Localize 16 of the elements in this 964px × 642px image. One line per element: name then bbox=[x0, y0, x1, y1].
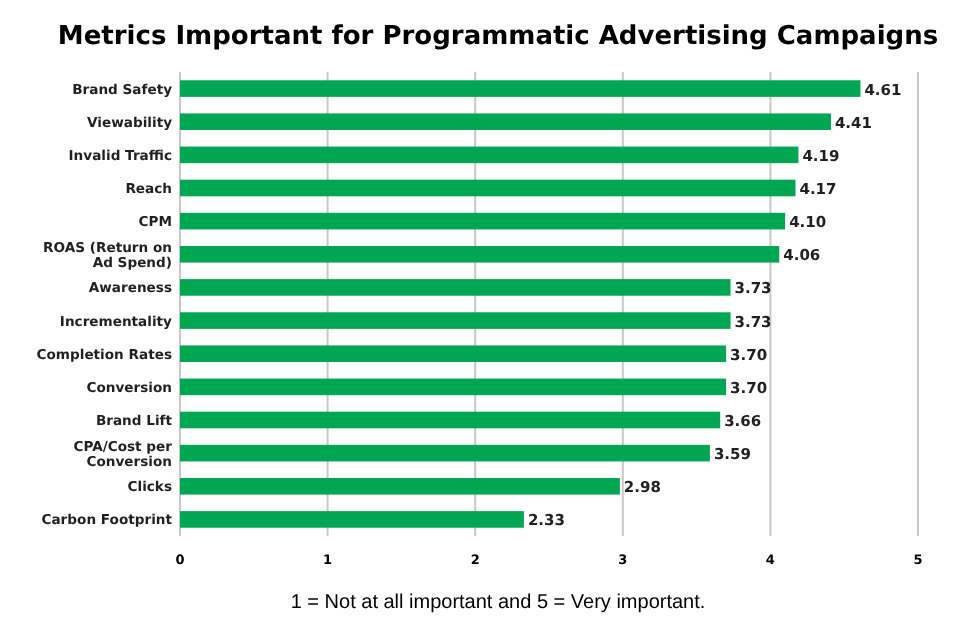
bar bbox=[180, 345, 727, 362]
bar bbox=[180, 378, 727, 396]
bar bbox=[180, 179, 796, 197]
bar bbox=[180, 411, 721, 429]
bar bbox=[180, 279, 731, 296]
chart-title: Metrics Important for Programmatic Advertising Campaigns bbox=[57, 22, 939, 52]
bar bbox=[180, 80, 861, 97]
bar bbox=[180, 312, 731, 329]
bar bbox=[180, 478, 620, 495]
bar bbox=[180, 212, 786, 230]
bar bbox=[180, 113, 831, 130]
text: 1 = Not at all important and 5 = Very important. bbox=[290, 592, 706, 614]
bar bbox=[180, 444, 710, 462]
bar bbox=[180, 246, 780, 263]
bar bbox=[180, 511, 524, 528]
bar bbox=[180, 146, 799, 164]
